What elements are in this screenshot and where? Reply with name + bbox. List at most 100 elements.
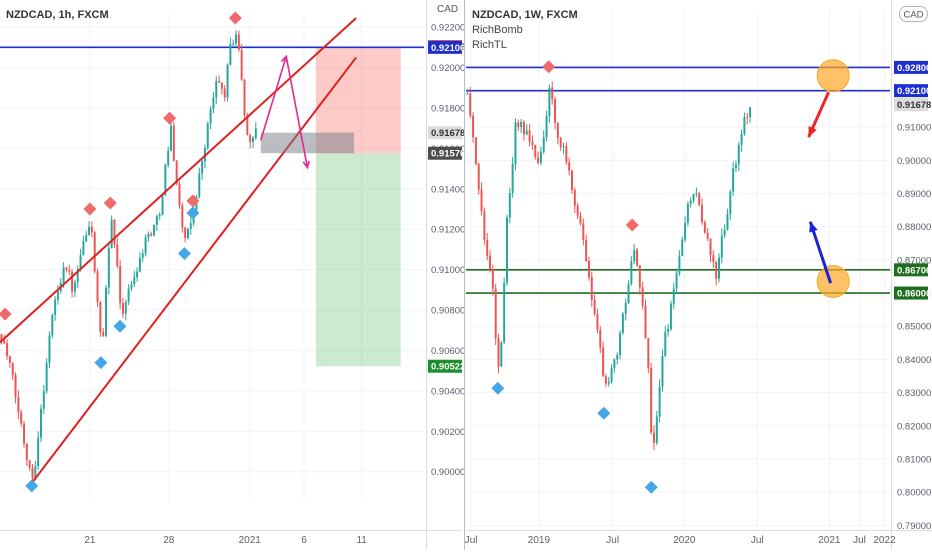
candle-body[interactable] <box>539 151 542 163</box>
candle-body[interactable] <box>51 314 54 336</box>
candle-body[interactable] <box>726 214 729 230</box>
candle-body[interactable] <box>105 287 107 336</box>
candle-body[interactable] <box>172 125 175 161</box>
candle-body[interactable] <box>17 396 20 413</box>
sell-signal-marker[interactable] <box>163 111 177 125</box>
candle-body[interactable] <box>99 301 102 332</box>
highlight-circle[interactable] <box>816 59 850 93</box>
take-profit-zone[interactable] <box>315 153 401 367</box>
price-label-box[interactable] <box>894 84 928 98</box>
direction-arrow[interactable] <box>808 221 833 284</box>
candle-body[interactable] <box>494 288 497 339</box>
candle-body[interactable] <box>545 115 548 138</box>
candle-body[interactable] <box>630 261 633 284</box>
candle-body[interactable] <box>698 193 701 205</box>
channel-lower-line[interactable] <box>28 56 357 487</box>
candle-body[interactable] <box>237 34 240 50</box>
candle-body[interactable] <box>170 125 173 151</box>
candle-body[interactable] <box>469 93 472 116</box>
candle-body[interactable] <box>573 190 576 206</box>
candle-body[interactable] <box>39 408 42 438</box>
candle-body[interactable] <box>554 99 557 123</box>
candle-body[interactable] <box>593 300 596 314</box>
candle-body[interactable] <box>568 162 571 171</box>
candle-body[interactable] <box>627 283 630 303</box>
candle-body[interactable] <box>500 342 503 367</box>
candle-body[interactable] <box>749 107 752 118</box>
buy-signal-marker[interactable] <box>597 406 611 420</box>
buy-signal-marker[interactable] <box>25 479 39 493</box>
candle-body[interactable] <box>590 277 593 301</box>
candle-body[interactable] <box>178 183 181 206</box>
buy-signal-marker[interactable] <box>186 206 200 220</box>
buy-signal-marker[interactable] <box>113 319 127 333</box>
candle-body[interactable] <box>144 237 147 254</box>
candle-body[interactable] <box>517 122 520 128</box>
candle-body[interactable] <box>582 223 585 241</box>
candle-body[interactable] <box>161 195 164 215</box>
candle-body[interactable] <box>644 305 647 339</box>
candle-body[interactable] <box>249 134 252 142</box>
candle-body[interactable] <box>42 391 45 409</box>
candle-body[interactable] <box>254 128 257 138</box>
candle-body[interactable] <box>124 302 127 314</box>
candle-body[interactable] <box>604 376 607 384</box>
candle-body[interactable] <box>226 64 229 98</box>
candle-body[interactable] <box>45 363 48 392</box>
candle-body[interactable] <box>531 141 534 145</box>
price-label-box[interactable] <box>894 98 928 112</box>
candle-body[interactable] <box>652 432 655 443</box>
candle-body[interactable] <box>229 43 232 65</box>
candle-body[interactable] <box>474 137 477 164</box>
candle-body[interactable] <box>133 277 136 285</box>
candle-body[interactable] <box>110 219 113 249</box>
candle-body[interactable] <box>678 256 681 274</box>
candle-body[interactable] <box>576 205 579 216</box>
candle-body[interactable] <box>246 115 249 135</box>
candle-body[interactable] <box>720 235 723 258</box>
candle-body[interactable] <box>201 161 204 174</box>
candle-body[interactable] <box>737 144 740 165</box>
candle-body[interactable] <box>701 204 704 223</box>
sell-signal-marker[interactable] <box>186 194 200 208</box>
candle-body[interactable] <box>616 355 619 360</box>
candle-body[interactable] <box>147 233 150 238</box>
price-label-box[interactable] <box>894 286 928 300</box>
candle-body[interactable] <box>215 81 218 98</box>
candle-body[interactable] <box>746 117 749 119</box>
candle-body[interactable] <box>54 299 57 315</box>
candle-body[interactable] <box>240 49 243 80</box>
candle-body[interactable] <box>62 267 65 283</box>
candle-body[interactable] <box>551 87 554 100</box>
candle-body[interactable] <box>743 117 746 134</box>
candle-body[interactable] <box>31 467 34 479</box>
price-label-box[interactable] <box>428 359 462 373</box>
candle-body[interactable] <box>23 423 26 444</box>
price-label-box[interactable] <box>428 126 462 140</box>
candle-body[interactable] <box>6 343 9 356</box>
candle-body[interactable] <box>119 266 122 304</box>
buy-signal-marker[interactable] <box>644 480 658 494</box>
sell-signal-marker[interactable] <box>228 11 242 25</box>
candle-body[interactable] <box>514 122 517 164</box>
candle-body[interactable] <box>477 163 480 190</box>
candle-body[interactable] <box>85 234 88 242</box>
candle-body[interactable] <box>223 88 226 98</box>
candle-body[interactable] <box>641 287 644 306</box>
candle-body[interactable] <box>522 122 525 135</box>
candle-body[interactable] <box>141 253 144 258</box>
candle-body[interactable] <box>658 386 661 417</box>
candle-body[interactable] <box>709 238 712 256</box>
price-label-box[interactable] <box>894 263 928 277</box>
projection-box[interactable] <box>260 132 355 154</box>
buy-signal-marker[interactable] <box>177 246 191 260</box>
candle-body[interactable] <box>186 228 189 239</box>
candle-body[interactable] <box>121 303 124 314</box>
candle-body[interactable] <box>571 170 573 191</box>
candle-body[interactable] <box>71 271 74 292</box>
candle-body[interactable] <box>153 224 156 236</box>
candle-body[interactable] <box>638 265 641 288</box>
candle-body[interactable] <box>93 232 96 272</box>
candle-body[interactable] <box>508 193 511 218</box>
